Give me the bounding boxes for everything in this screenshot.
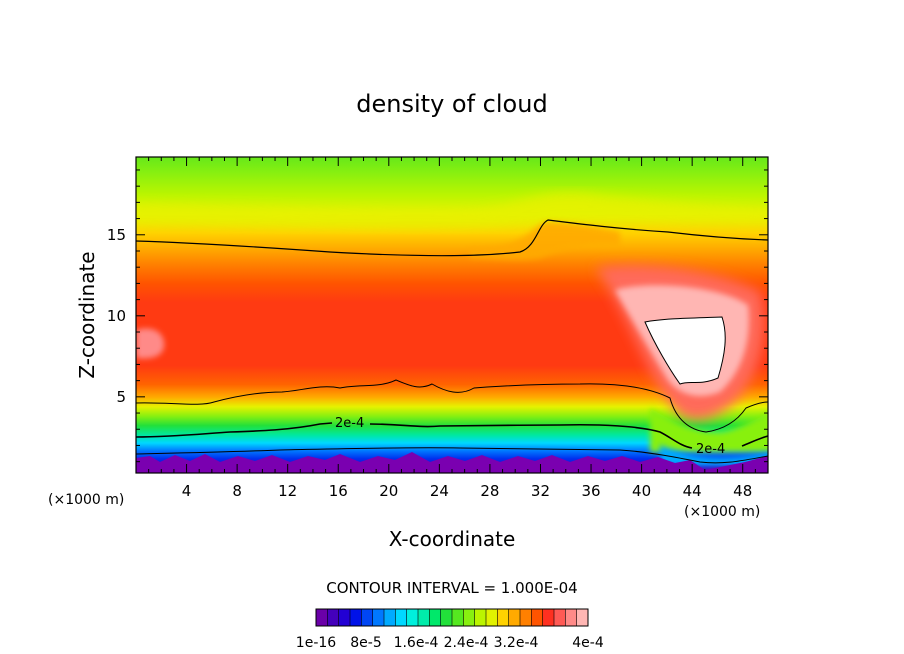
contour-line-top	[136, 219, 768, 257]
colorbar-swatch	[497, 609, 509, 626]
contour-label-1: 2e-4	[335, 416, 364, 431]
field-left-patch	[136, 328, 165, 359]
x-tick-label: 44	[683, 482, 702, 500]
colorbar-swatch	[542, 609, 555, 626]
contour-interval-text: CONTOUR INTERVAL = 1.000E-04	[326, 579, 577, 597]
y-tick-label: 5	[116, 388, 126, 406]
contour-line-mid	[136, 379, 768, 433]
y-tick-label: 15	[107, 226, 126, 244]
plot-area: 2e-4 2e-4	[136, 157, 768, 473]
x-tick-label: 8	[232, 482, 242, 500]
y-axis-tick-labels: 5 10 15	[107, 226, 126, 406]
x-unit-left: (×1000 m)	[48, 492, 124, 508]
x-axis-tick-labels: 4 8 12 16 20 24 28 32 36 40 44 48	[182, 482, 752, 500]
chart-title: density of cloud	[356, 90, 547, 118]
x-axis-label: X-coordinate	[389, 527, 516, 551]
contour-label-2: 2e-4	[696, 442, 725, 457]
colorbar-swatch	[338, 609, 351, 626]
contour-line-2e-4	[136, 422, 768, 449]
colorbar-label: 8e-5	[350, 635, 381, 651]
x-tick-label: 20	[379, 482, 398, 500]
colorbar-label: 1.6e-4	[394, 635, 439, 651]
field-upper-band	[136, 193, 768, 228]
colorbar-swatch	[520, 609, 532, 626]
colorbar-swatch	[429, 609, 441, 626]
field-base-speckles	[136, 452, 768, 473]
colorbar-swatch	[350, 609, 362, 626]
x-tick-label: 16	[329, 482, 348, 500]
colorbar-swatch	[384, 609, 396, 626]
colorbar-swatch	[554, 609, 566, 626]
colorbar-swatch	[440, 609, 453, 626]
colorbar-swatch	[452, 609, 464, 626]
field-dip	[650, 408, 768, 452]
field-bump	[470, 222, 620, 260]
x-tick-label: 12	[278, 482, 297, 500]
colorbar-swatch	[395, 609, 407, 626]
x-tick-label: 32	[531, 482, 550, 500]
colorbar-swatch	[372, 609, 385, 626]
x-tick-label: 40	[632, 482, 651, 500]
colorbar-label: 2.4e-4	[444, 635, 489, 651]
colorbar-swatch	[474, 609, 487, 626]
colorbar-swatch	[486, 609, 498, 626]
colorbar-swatch	[406, 609, 419, 626]
contour-line-low	[136, 447, 768, 464]
x-tick-label: 24	[430, 482, 449, 500]
x-tick-label: 28	[480, 482, 499, 500]
colorbar-swatch	[531, 609, 543, 626]
colorbar-swatch	[576, 609, 589, 626]
y-tick-label: 10	[107, 307, 126, 325]
colorbar-swatch	[565, 609, 577, 626]
x-axis-ticks	[148, 157, 756, 473]
y-axis-label: Z-coordinate	[75, 251, 99, 378]
x-tick-label: 4	[182, 482, 192, 500]
colorbar-label: 4e-4	[572, 635, 604, 651]
y-axis-ticks	[136, 169, 768, 463]
colorbar-swatch	[327, 609, 339, 626]
colorbar-swatch	[316, 609, 328, 626]
colorbar-swatch	[463, 609, 475, 626]
colorbar	[315, 608, 589, 627]
x-unit-right: (×1000 m)	[684, 504, 760, 520]
colorbar-frame	[315, 608, 589, 627]
colorbar-swatch	[418, 609, 430, 626]
field-white-hole	[644, 316, 726, 385]
colorbar-tick-labels: 1e-16 8e-5 1.6e-4 2.4e-4 3.2e-4 4e-4	[296, 635, 604, 651]
colorbar-label: 1e-16	[296, 635, 336, 651]
x-tick-label: 48	[733, 482, 752, 500]
colorbar-swatch	[361, 609, 373, 626]
x-tick-label: 36	[581, 482, 600, 500]
colorbar-swatch	[508, 609, 521, 626]
colorbar-label: 3.2e-4	[494, 635, 539, 651]
